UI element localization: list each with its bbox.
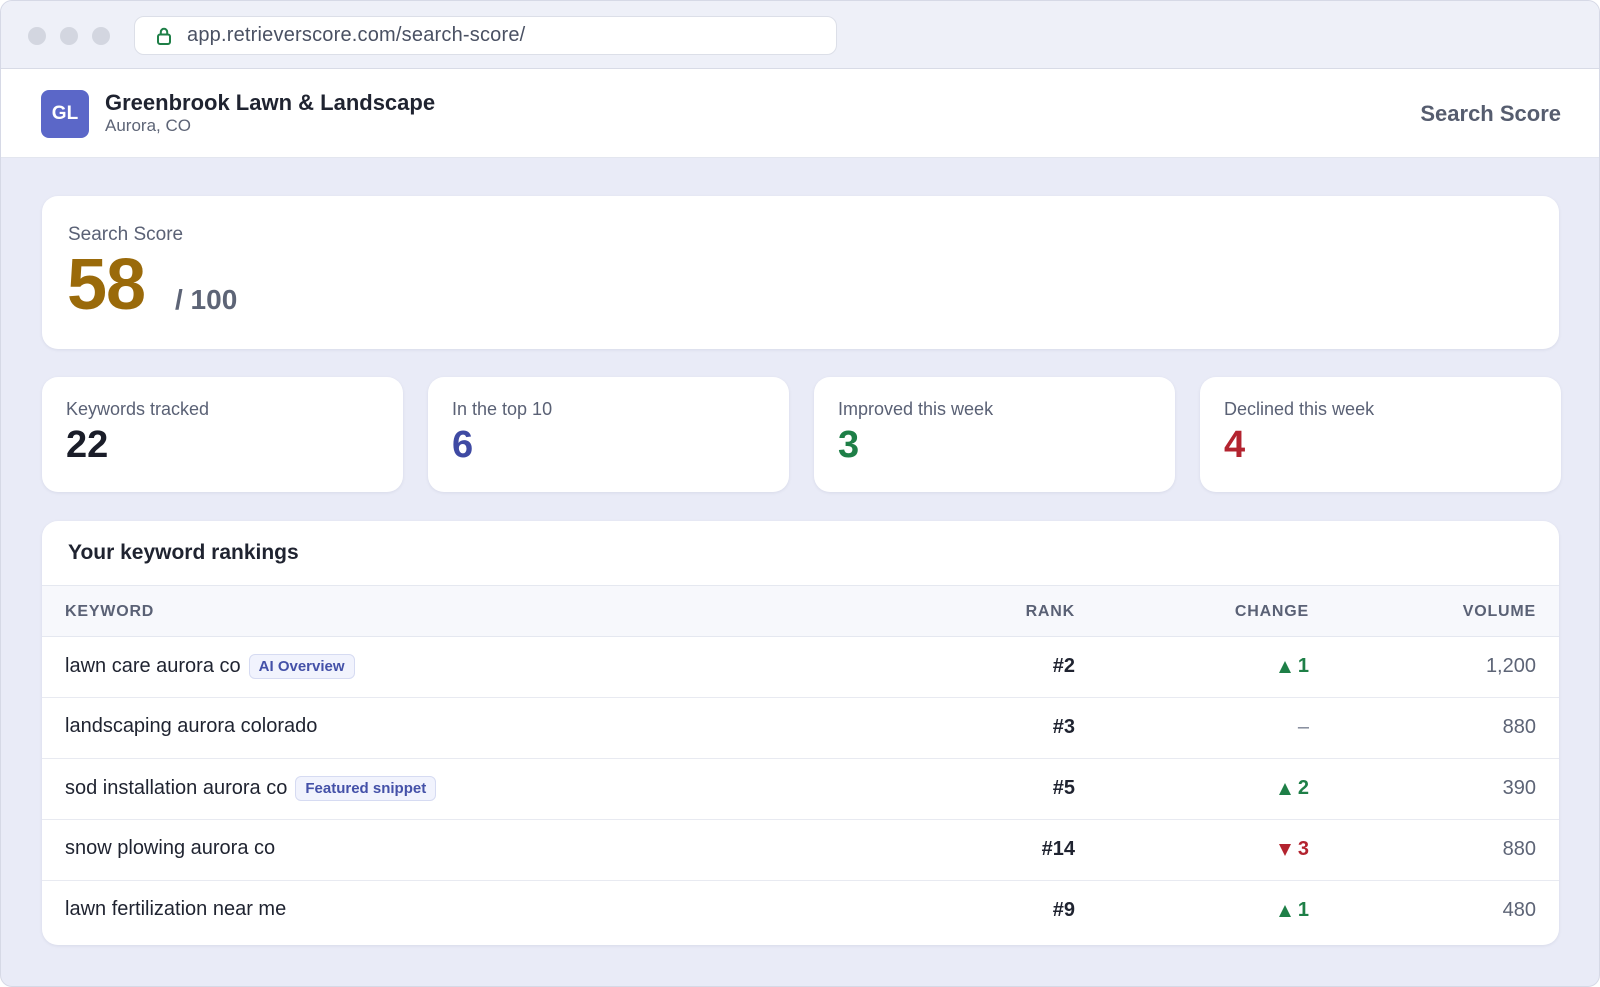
table-row[interactable]: lawn fertilization near me #9 1 480 <box>42 881 1559 942</box>
rank-cell: #14 <box>1041 838 1075 860</box>
stat-label: Improved this week <box>838 399 994 419</box>
stat-value: 3 <box>838 424 860 466</box>
volume-cell: 880 <box>1502 838 1536 860</box>
browser-chrome: app.retrieverscore.com/search-score/ <box>1 1 1599 69</box>
business-location: Aurora, CO <box>105 116 191 135</box>
keyword-text: landscaping aurora colorado <box>65 715 318 737</box>
change-value: 1 <box>1297 655 1309 677</box>
arrow-up-icon <box>1278 782 1291 795</box>
table-body: lawn care aurora co AI Overview #2 1 1,200 la… <box>42 637 1559 942</box>
column-header-rank[interactable]: RANK <box>1025 603 1075 620</box>
volume-cell: 880 <box>1502 716 1536 738</box>
rank-cell: #3 <box>1052 716 1075 738</box>
table-row[interactable]: landscaping aurora colorado #3 – 880 <box>42 698 1559 759</box>
stat-card-improved: Improved this week 3 <box>814 377 1175 492</box>
table-row[interactable]: sod installation aurora co Featured snipp… <box>42 759 1559 820</box>
stat-value: 4 <box>1224 424 1246 466</box>
rankings-title: Your keyword rankings <box>68 541 299 564</box>
business-avatar: GL <box>41 90 89 138</box>
search-score-nav-link[interactable]: Search Score <box>1420 101 1561 126</box>
table-row[interactable]: lawn care aurora co AI Overview #2 1 1,200 <box>42 637 1559 698</box>
rank-cell: #9 <box>1052 899 1075 921</box>
stat-value: 6 <box>452 424 474 466</box>
volume-cell: 480 <box>1502 899 1536 921</box>
search-score-card: Search Score 58 / 100 <box>42 196 1559 349</box>
serp-feature-badge: AI Overview <box>248 654 355 679</box>
serp-feature-badge: Featured snippet <box>295 776 437 801</box>
stat-card-keywords-tracked: Keywords tracked 22 <box>42 377 403 492</box>
stat-value: 22 <box>66 424 109 466</box>
change-value: – <box>1297 716 1309 738</box>
lock-icon <box>157 27 171 45</box>
change-value: 3 <box>1297 838 1309 860</box>
stat-label: Keywords tracked <box>66 399 210 419</box>
keyword-cell: snow plowing aurora co <box>65 837 275 860</box>
stat-card-top-10: In the top 10 6 <box>428 377 789 492</box>
keyword-rankings-card: Your keyword rankings KEYWORD RANK CHANG… <box>42 521 1559 945</box>
change-value: 2 <box>1297 777 1309 799</box>
volume-cell: 390 <box>1502 777 1536 799</box>
keyword-cell: sod installation aurora co Featured snipp… <box>65 776 437 801</box>
keyword-cell: lawn care aurora co AI Overview <box>65 654 355 679</box>
keyword-text: sod installation aurora co <box>65 777 288 799</box>
arrow-up-icon <box>1278 660 1291 673</box>
change-value: 1 <box>1297 899 1309 921</box>
score-max: / 100 <box>175 284 238 315</box>
table-header: KEYWORD RANK CHANGE VOLUME <box>42 585 1559 637</box>
stat-card-declined: Declined this week 4 <box>1200 377 1561 492</box>
business-name: Greenbrook Lawn & Landscape <box>105 90 436 115</box>
change-cell: 2 <box>1278 777 1309 800</box>
rankings-table: KEYWORD RANK CHANGE VOLUME lawn care aur… <box>42 585 1559 942</box>
window-maximize-button[interactable] <box>92 27 110 45</box>
column-header-volume[interactable]: VOLUME <box>1462 603 1536 620</box>
keyword-cell: landscaping aurora colorado <box>65 715 317 738</box>
change-cell: 3 <box>1278 838 1309 861</box>
keyword-text: lawn fertilization near me <box>65 898 287 920</box>
rank-cell: #5 <box>1052 777 1075 799</box>
address-bar[interactable]: app.retrieverscore.com/search-score/ <box>134 16 837 55</box>
score-label: Search Score <box>68 224 184 245</box>
keyword-text: snow plowing aurora co <box>65 837 276 859</box>
column-header-keyword[interactable]: KEYWORD <box>65 603 155 620</box>
arrow-up-icon <box>1278 904 1291 917</box>
stat-label: Declined this week <box>1224 399 1375 419</box>
app-header: GL Greenbrook Lawn & Landscape Aurora, C… <box>1 69 1599 158</box>
arrow-down-icon <box>1278 843 1291 856</box>
window-minimize-button[interactable] <box>60 27 78 45</box>
rank-cell: #2 <box>1052 655 1075 677</box>
column-header-change[interactable]: CHANGE <box>1234 603 1309 620</box>
table-row[interactable]: snow plowing aurora co #14 3 880 <box>42 820 1559 881</box>
change-cell: 1 <box>1278 899 1309 922</box>
volume-cell: 1,200 <box>1485 655 1536 677</box>
score-value: 58 <box>67 245 146 325</box>
change-cell: 1 <box>1278 655 1309 678</box>
stat-label: In the top 10 <box>452 399 553 419</box>
keyword-text: lawn care aurora co <box>65 655 241 677</box>
window-close-button[interactable] <box>28 27 46 45</box>
url-text: app.retrieverscore.com/search-score/ <box>187 24 526 46</box>
keyword-cell: lawn fertilization near me <box>65 898 286 921</box>
change-cell: – <box>1298 716 1309 739</box>
